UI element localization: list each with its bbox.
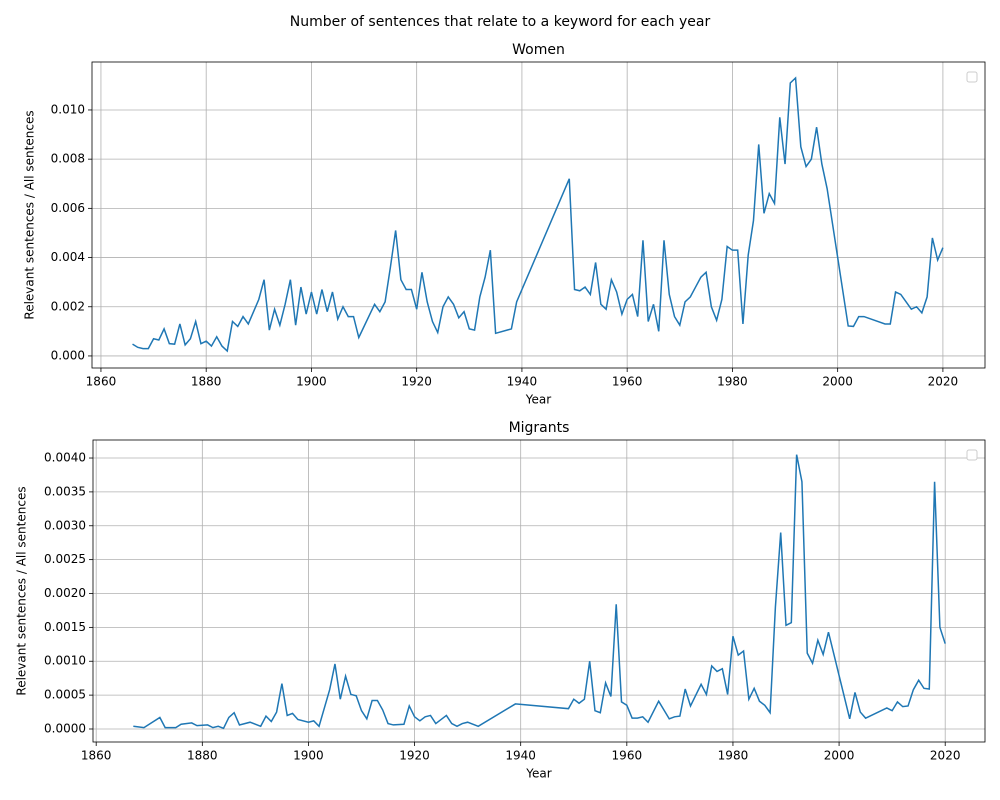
y-tick-label: 0.006	[51, 201, 85, 215]
y-tick-label: 0.0040	[44, 451, 86, 465]
x-tick-label: 1860	[86, 375, 117, 389]
y-tick-label: 0.002	[51, 299, 85, 313]
x-axis-label: Year	[525, 393, 551, 407]
data-line	[133, 454, 946, 730]
x-tick-label: 1960	[612, 749, 643, 763]
y-tick-label: 0.0015	[44, 620, 86, 634]
figure-title: Number of sentences that relate to a key…	[290, 14, 711, 30]
x-tick-label: 1980	[718, 749, 749, 763]
axes-frame	[91, 61, 986, 369]
axes-title: Women	[512, 42, 565, 58]
x-tick-label: 1940	[507, 375, 538, 389]
legend	[966, 449, 978, 461]
y-tick-label: 0.004	[51, 250, 85, 264]
x-tick-label: 1920	[399, 749, 430, 763]
axes-frame	[92, 439, 986, 743]
x-tick-label: 2020	[930, 749, 961, 763]
y-tick-label: 0.0005	[44, 688, 86, 702]
y-axis-label: Relevant sentences / All sentences	[15, 486, 29, 695]
legend	[966, 71, 978, 83]
x-tick-label: 1900	[296, 375, 327, 389]
axes-title: Migrants	[509, 420, 570, 436]
y-axis-label: Relevant sentences / All sentences	[23, 110, 37, 319]
x-tick-label: 1920	[401, 375, 432, 389]
x-tick-label: 1880	[191, 375, 222, 389]
x-tick-label: 2000	[824, 749, 855, 763]
y-tick-label: 0.000	[51, 348, 85, 362]
data-line	[132, 76, 944, 353]
y-tick-label: 0.0010	[44, 654, 86, 668]
x-tick-label: 1940	[505, 749, 536, 763]
y-tick-label: 0.0030	[44, 518, 86, 532]
y-tick-label: 0.008	[51, 152, 85, 166]
x-tick-label: 1960	[612, 375, 643, 389]
x-tick-label: 2020	[928, 375, 959, 389]
x-tick-label: 1900	[293, 749, 324, 763]
y-tick-label: 0.0025	[44, 552, 86, 566]
x-tick-label: 1880	[187, 749, 218, 763]
x-tick-label: 1980	[717, 375, 748, 389]
x-tick-label: 2000	[822, 375, 853, 389]
x-tick-label: 1860	[81, 749, 112, 763]
y-tick-label: 0.0020	[44, 586, 86, 600]
y-tick-label: 0.0035	[44, 484, 86, 498]
y-tick-label: 0.0000	[44, 721, 86, 735]
y-tick-label: 0.010	[51, 102, 85, 116]
x-axis-label: Year	[525, 767, 551, 781]
